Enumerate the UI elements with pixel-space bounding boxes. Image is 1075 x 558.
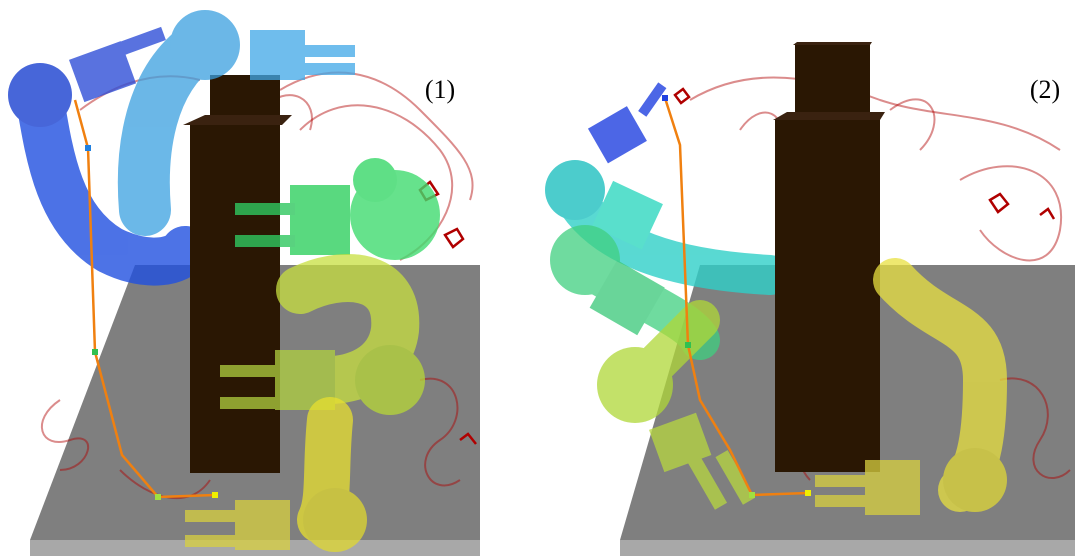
waypoint (155, 494, 161, 500)
pillar-front (775, 120, 880, 472)
panel-label: (1) (425, 75, 455, 104)
waypoint (85, 145, 91, 151)
panel-1: (1) (8, 10, 480, 556)
pillar-front (190, 125, 280, 473)
waypoint (749, 492, 755, 498)
panel-2: (2) (545, 42, 1075, 556)
waypoint (92, 349, 98, 355)
panel-label: (2) (1030, 75, 1060, 104)
waypoint (685, 342, 691, 348)
waypoint (662, 95, 668, 101)
arm-blue (588, 82, 666, 163)
figure: (1) (0, 0, 1075, 558)
floor-edge (620, 540, 1075, 556)
pillar-top (183, 115, 292, 125)
waypoint (805, 490, 811, 496)
pillar-top (773, 112, 885, 120)
pillar-top (793, 42, 872, 45)
waypoint (212, 492, 218, 498)
